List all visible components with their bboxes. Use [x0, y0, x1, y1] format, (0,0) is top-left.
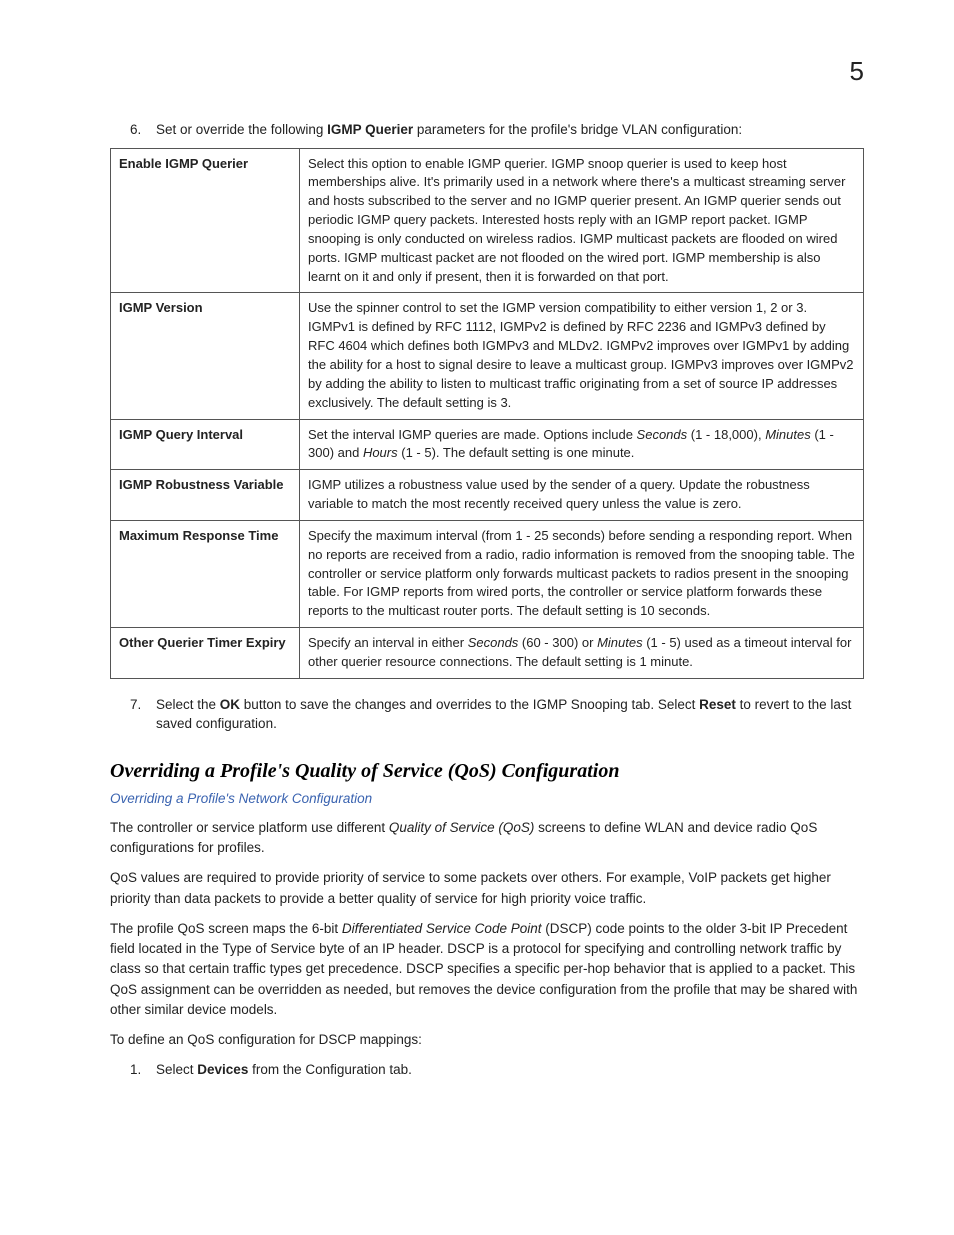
text-span: (60 - 300) or	[518, 635, 597, 650]
text-span: Set the interval IGMP queries are made. …	[308, 427, 637, 442]
step-1-number: 1.	[130, 1060, 156, 1080]
italic-term: Minutes	[597, 635, 643, 650]
table-row-desc: IGMP utilizes a robustness value used by…	[300, 470, 864, 521]
step-1-pre: Select	[156, 1062, 197, 1077]
text-span: (1 - 18,000),	[687, 427, 765, 442]
step-1-text: Select Devices from the Configuration ta…	[156, 1060, 864, 1080]
step-7-reset: Reset	[699, 697, 736, 712]
section-link[interactable]: Overriding a Profile's Network Configura…	[110, 791, 864, 806]
igmp-querier-table: Enable IGMP QuerierSelect this option to…	[110, 148, 864, 679]
text-span: (1 - 5). The default setting is one minu…	[398, 445, 635, 460]
paragraph-2: QoS values are required to provide prior…	[110, 868, 864, 909]
table-row: IGMP Robustness VariableIGMP utilizes a …	[111, 470, 864, 521]
step-6: 6. Set or override the following IGMP Qu…	[130, 120, 864, 140]
step-6-post: parameters for the profile's bridge VLAN…	[413, 122, 742, 137]
step-6-number: 6.	[130, 120, 156, 140]
italic-term: Seconds	[637, 427, 688, 442]
italic-term: Seconds	[468, 635, 519, 650]
table-row-desc: Use the spinner control to set the IGMP …	[300, 293, 864, 419]
table-row-desc: Set the interval IGMP queries are made. …	[300, 419, 864, 470]
table-row-label: Enable IGMP Querier	[111, 148, 300, 293]
page-number: 5	[850, 56, 864, 87]
step-6-bold: IGMP Querier	[327, 122, 413, 137]
table-row-label: IGMP Version	[111, 293, 300, 419]
table-row-desc: Specify an interval in either Seconds (6…	[300, 628, 864, 679]
paragraph-4: To define an QoS configuration for DSCP …	[110, 1030, 864, 1050]
table-row: Enable IGMP QuerierSelect this option to…	[111, 148, 864, 293]
para3-pre: The profile QoS screen maps the 6-bit	[110, 921, 342, 936]
step-7-text: Select the OK button to save the changes…	[156, 695, 864, 734]
table-row: Other Querier Timer ExpirySpecify an int…	[111, 628, 864, 679]
step-1-bold: Devices	[197, 1062, 248, 1077]
step-7-pre: Select the	[156, 697, 220, 712]
step-7-mid: button to save the changes and overrides…	[240, 697, 699, 712]
table-row-desc: Specify the maximum interval (from 1 - 2…	[300, 520, 864, 627]
italic-term: Hours	[363, 445, 398, 460]
table-row: IGMP VersionUse the spinner control to s…	[111, 293, 864, 419]
step-1-post: from the Configuration tab.	[248, 1062, 412, 1077]
para1-italic: Quality of Service (QoS)	[389, 820, 535, 835]
para3-italic: Differentiated Service Code Point	[342, 921, 542, 936]
step-7-number: 7.	[130, 695, 156, 734]
step-6-text: Set or override the following IGMP Queri…	[156, 120, 864, 140]
text-span: Specify an interval in either	[308, 635, 468, 650]
step-6-pre: Set or override the following	[156, 122, 327, 137]
table-row: IGMP Query Interval Set the interval IGMP…	[111, 419, 864, 470]
table-row-label: IGMP Query Interval	[111, 419, 300, 470]
table-row: Maximum Response TimeSpecify the maximum…	[111, 520, 864, 627]
table-row-label: IGMP Robustness Variable	[111, 470, 300, 521]
table-row-desc: Select this option to enable IGMP querie…	[300, 148, 864, 293]
table-row-label: Maximum Response Time	[111, 520, 300, 627]
italic-term: Minutes	[765, 427, 811, 442]
step-1: 1. Select Devices from the Configuration…	[130, 1060, 864, 1080]
paragraph-3: The profile QoS screen maps the 6-bit Di…	[110, 919, 864, 1020]
table-row-label: Other Querier Timer Expiry	[111, 628, 300, 679]
step-7: 7. Select the OK button to save the chan…	[130, 695, 864, 734]
paragraph-1: The controller or service platform use d…	[110, 818, 864, 859]
section-heading: Overriding a Profile's Quality of Servic…	[110, 760, 864, 783]
step-7-ok: OK	[220, 697, 240, 712]
para1-pre: The controller or service platform use d…	[110, 820, 389, 835]
